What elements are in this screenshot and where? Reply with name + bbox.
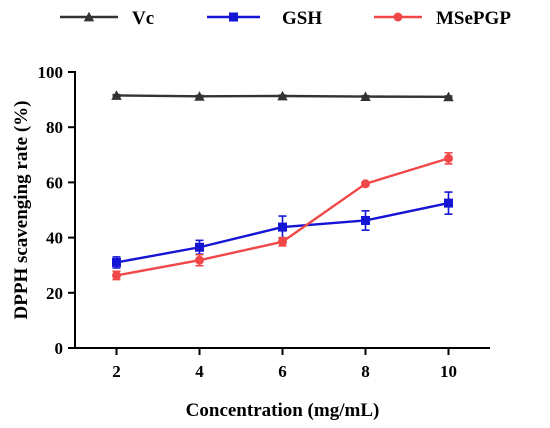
y-tick-label: 0 bbox=[55, 339, 64, 358]
legend-label-vc: Vc bbox=[132, 8, 154, 29]
plot-area bbox=[111, 90, 454, 281]
y-tick-label: 60 bbox=[46, 173, 63, 192]
legend-label-msepgp: MSePGP bbox=[436, 8, 511, 29]
legend-marker-vc bbox=[83, 11, 95, 22]
x-axis-title: Concentration (mg/mL) bbox=[186, 400, 380, 421]
data-point-gsh bbox=[195, 242, 204, 252]
y-tick-label: 100 bbox=[38, 63, 64, 82]
legend-marker-gsh bbox=[229, 12, 238, 22]
data-point-gsh bbox=[361, 215, 370, 225]
legend-label-gsh: GSH bbox=[282, 8, 322, 29]
y-tick-label: 40 bbox=[46, 229, 63, 248]
data-point-vc bbox=[277, 90, 288, 101]
series-msepgp bbox=[112, 152, 453, 281]
data-point-gsh bbox=[278, 222, 287, 232]
x-tick-label: 6 bbox=[278, 362, 287, 381]
legend: Vc GSH MSePGP bbox=[60, 8, 511, 29]
data-point-gsh bbox=[112, 257, 121, 267]
y-tick-label: 80 bbox=[46, 118, 63, 137]
data-point-vc bbox=[111, 90, 122, 100]
series-gsh bbox=[112, 191, 453, 269]
x-tick-label: 4 bbox=[195, 362, 204, 381]
y-axis-title: DPPH scavenging rate (%) bbox=[11, 101, 32, 320]
axes bbox=[68, 71, 490, 355]
y-tick-label: 20 bbox=[46, 284, 63, 303]
data-point-vc bbox=[360, 91, 371, 101]
series-vc bbox=[111, 90, 454, 102]
legend-marker-msepgp bbox=[393, 12, 403, 22]
legend-item-msepgp: MSePGP bbox=[374, 8, 511, 29]
data-point-msepgp bbox=[195, 255, 204, 265]
data-point-msepgp bbox=[444, 153, 453, 163]
x-tick-label: 2 bbox=[112, 362, 121, 381]
data-point-gsh bbox=[444, 198, 453, 208]
x-tick-label: 10 bbox=[440, 362, 457, 381]
data-point-vc bbox=[194, 91, 205, 101]
data-point-msepgp bbox=[112, 270, 121, 280]
data-point-msepgp bbox=[278, 237, 287, 247]
legend-item-vc: Vc bbox=[60, 8, 154, 29]
legend-item-gsh: GSH bbox=[207, 8, 322, 29]
data-point-vc bbox=[443, 91, 454, 102]
tick-labels: 0 20 40 60 80 100 2 4 6 8 10 bbox=[38, 63, 458, 381]
x-tick-label: 8 bbox=[361, 362, 370, 381]
data-point-msepgp bbox=[361, 179, 370, 189]
